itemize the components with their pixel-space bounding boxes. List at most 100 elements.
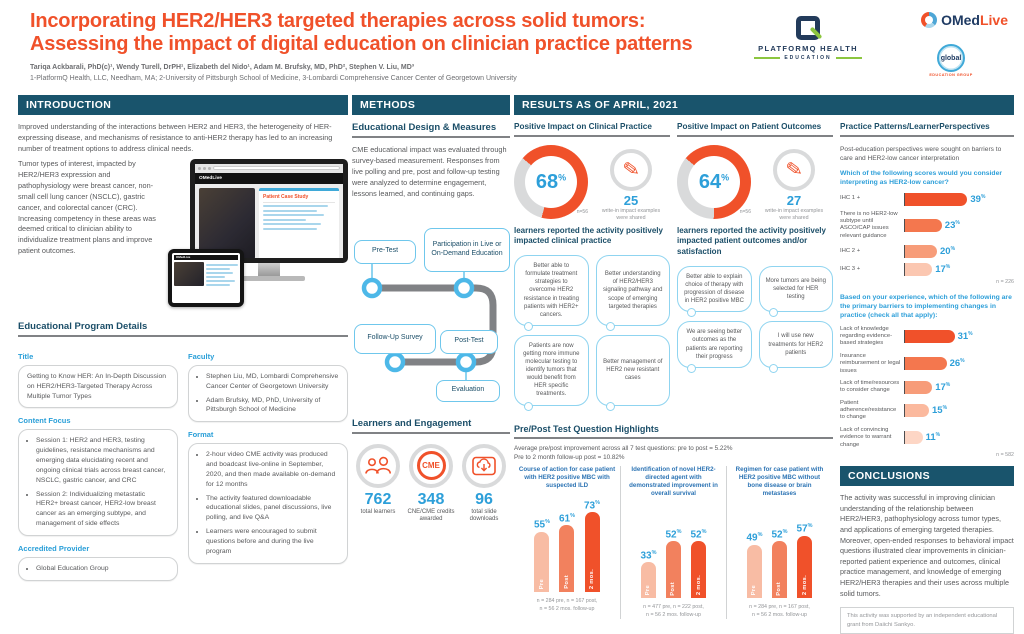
stat-total-learners: 762 total learners [353,443,403,525]
practice-patterns-heading: Practice Patterns/LearnerPerspectives [840,122,1014,137]
bar-group: 57% 2 mos. [797,523,813,599]
faculty-item: Adam Brufsky, MD, PhD, University of Pit… [206,396,339,416]
quote-bubble: I will use new treatments for HER2 patie… [758,321,833,374]
poster-title: Incorporating HER2/HER3 targeted therapi… [30,10,693,57]
quote-bubble: Better understanding of HER2/HER3 signal… [595,255,670,331]
bar [905,357,947,371]
bar-post: Post [665,541,681,599]
bar [905,330,955,344]
sample-size-label: n = 582 [996,451,1014,458]
bar-2mos: 2 mos. [797,535,812,599]
grant-note: This activity was supported by an indepe… [840,607,1014,634]
program-screenshot: OMedLive Patient Case Study OMedLiv [168,158,348,311]
question-barriers: Based on your experience, which of the f… [840,294,1012,320]
question-her2-low: Which of the following scores would you … [840,170,1003,187]
prepost-heading: Pre/Post Test Question Highlights [514,424,833,439]
bar [905,431,923,445]
pencil-icon: ✎ [621,157,641,182]
donut-chart-clinical: 68% n=56 [514,144,588,219]
format-label: Format [188,430,214,440]
flow-step-follow-up-survey: Follow-Up Survey [354,323,436,354]
prepost-highlights: Pre/Post Test Question Highlights Averag… [514,424,833,634]
faculty-box: Stephen Liu, MD, Lombardi Comprehensive … [188,364,348,423]
program-details-heading: Educational Program Details [18,321,348,337]
omedlive-logo: OMedLive [921,12,1008,28]
chart-sample-note: n = 477 pre, n = 222 post, n = 56 2 mos.… [643,604,704,618]
quote-bubble: Patients are now getting more immune mol… [514,334,589,411]
global-education-group-logo: global EDUCATION GROUP [924,44,978,77]
faculty-label: Faculty [188,351,215,361]
quote-bubble: More tumors are being selected for HER t… [758,265,833,318]
flow-step-post-test: Post-Test [440,329,498,354]
sample-size-label: n = 226 [996,279,1014,286]
bar [905,263,933,277]
accredited-provider-box: Global Education Group [18,556,178,581]
quote-bubble: We are seeing better outcomes as the pat… [677,321,752,374]
omedlive-logo-text: OMedLive [941,12,1008,28]
platformq-logo-subtext: EDUCATION [740,55,876,61]
introduction-paragraph-2: Tumor types of interest, impacted by HER… [18,158,156,256]
quote-bubble: Better able to explain choice of therapy… [677,265,752,318]
title-line-1: Incorporating HER2/HER3 targeted therapi… [30,10,646,32]
bar-group: 73% 2 mos. [584,500,600,593]
platformq-q-icon [796,16,820,40]
prepost-chart-1: Course of action for case patient with H… [518,466,616,612]
bar-row: Lack of time/resources to consider chang… [840,380,1014,395]
bar-row: There is no HER2-low subtype until ASCO/… [840,211,1014,241]
bar-group: 33% Pre [640,550,656,599]
format-box: 2-hour video CME activity was produced a… [188,443,348,564]
patient-outcomes-column: Positive Impact on Patient Outcomes 64% … [677,122,833,420]
bar [905,245,937,259]
program-details-right-column: Faculty Stephen Liu, MD, Lombardi Compre… [188,344,348,564]
clinical-impact-column: Positive Impact on Clinical Practice 68%… [514,122,670,420]
bar-post: Post [771,541,787,599]
design-measures-text: CME educational impact was evaluated thr… [352,145,507,198]
slide-download-icon [472,456,496,475]
global-globe-icon: global [937,44,965,72]
design-measures-heading: Educational Design & Measures [352,122,510,138]
methods-heading: METHODS [352,95,510,115]
global-logo-subtext: EDUCATION GROUP [929,73,973,77]
screenshot-brand-label: OMedLive [199,175,222,181]
engagement-heading: Learners and Engagement [352,418,510,434]
bar-post: Post [559,525,575,593]
format-item: Learners were encouraged to submit quest… [206,527,339,557]
format-item: The activity featured downloadable educa… [206,494,339,524]
writein-stat-outcomes: ✎ 27 write-in impact examples were share… [763,145,825,222]
flow-step-pre-test: Pre-Test [354,239,416,264]
introduction-section: INTRODUCTION Improved understanding of t… [18,95,348,581]
bar-row: IHC 2 + 20% [840,245,1014,259]
bar-group: 55% Pre [534,519,550,593]
bar-pre: Pre [640,562,656,599]
bar-row: IHC 3 + 17% [840,263,1014,277]
barriers-bar-chart: Lack of knowledge regarding evidence-bas… [840,326,1014,458]
conclusions-heading: CONCLUSIONS [840,465,1014,486]
learners-icon [365,456,391,474]
her2-low-bar-chart: IHC 1 + 39% There is no HER2-low subtype… [840,192,1014,286]
writein-stat-clinical: ✎ 25 write-in impact examples were share… [600,145,662,222]
patient-outcomes-heading: Positive Impact on Patient Outcomes [677,122,833,137]
platformq-health-logo: PLATFORMQ HEALTH EDUCATION [740,16,876,61]
introduction-heading: INTRODUCTION [18,95,348,115]
flow-connector-graphic [361,263,497,380]
engagement-stats: 762 total learners CME 348 CNE/CME credi… [352,443,510,525]
bar [905,404,929,418]
quote-bubble: Better management of HER2 new resistant … [595,334,670,411]
bar-group: 52% 2 mos. [691,529,707,599]
poster-header: Incorporating HER2/HER3 targeted therapi… [0,0,1024,92]
omedlive-ring-icon [921,12,938,28]
bar [905,192,968,206]
clinical-impact-statement: learners reported the activity positivel… [514,225,663,246]
faculty-item: Stephen Liu, MD, Lombardi Comprehensive … [206,372,339,392]
title-line-2: Assessing the impact of digital educatio… [30,33,693,56]
browser-chrome [195,163,343,173]
program-details-left-column: Title Getting to Know HER: An In-Depth D… [18,344,178,581]
methods-flow-diagram: Pre-Test Participation in Live or On-Dem… [352,208,510,408]
video-thumbnail [199,187,255,258]
methods-section: METHODS Educational Design & Measures CM… [352,95,510,524]
prepost-charts: Course of action for case patient with H… [514,466,833,620]
patient-outcomes-statement: learners reported the activity positivel… [677,225,826,257]
bar-pre: Pre [534,531,550,593]
format-item: 2-hour video CME activity was produced a… [206,450,339,489]
affiliations-line: 1-PlatformQ Health, LLC, Needham, MA; 2-… [30,75,517,82]
